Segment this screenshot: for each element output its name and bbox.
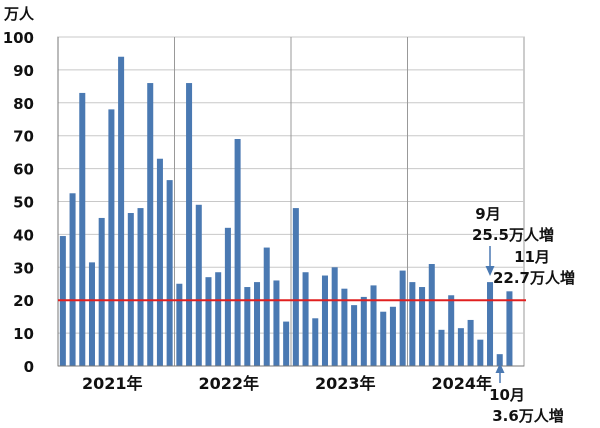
bar [380,311,387,366]
annotation-sep-value: 25.5万人増 [472,226,554,244]
bar [79,92,86,367]
bar [321,275,328,366]
bars [59,56,513,367]
y-tick-label: 50 [13,194,34,212]
bar [176,283,183,366]
bar [360,296,367,366]
bar [341,288,348,366]
y-tick-label: 80 [13,95,34,113]
bar [370,285,377,366]
annotation-nov-value: 22.7万人増 [493,269,575,287]
y-tick-label: 20 [13,292,34,310]
bar [438,329,445,366]
bar [195,204,202,366]
bar [224,227,231,366]
bar [457,328,464,366]
bar [302,272,309,366]
bar [477,339,484,366]
y-tick-label: 100 [3,29,34,47]
bar [118,56,125,367]
bar [156,158,163,366]
bar [244,287,251,366]
x-tick-label: 2024年 [431,374,492,393]
annotation-oct-month: 10月 [489,386,525,404]
bar [137,208,144,366]
x-axis: 2021年 2022年 2023年 2024年 [58,365,524,393]
bar [409,282,416,366]
bar [215,272,222,366]
y-tick-label: 90 [13,62,34,80]
bar [448,295,455,366]
y-unit-label: 万人 [3,5,35,23]
annotation-nov-month: 11月 [514,248,550,266]
bar [69,193,76,366]
y-tick-label: 60 [13,161,34,179]
bar [127,213,134,366]
annotation-oct-value: 3.6万人増 [492,407,564,425]
gridlines [57,36,525,367]
annotation-sep-arrow [485,246,495,276]
bar [263,247,270,366]
bar [487,282,494,366]
bar [98,217,105,366]
annotation-oct-arrow [495,363,505,383]
bar [273,280,280,366]
bar [147,83,154,366]
bar [312,318,319,366]
bar [351,305,358,366]
y-tick-label: 0 [24,358,34,376]
y-axis: 0 10 20 30 40 50 60 70 80 90 100 [3,29,59,376]
bar [186,83,193,366]
bar [428,264,435,366]
bar [283,321,290,366]
x-tick-label: 2022年 [198,374,259,393]
bar [331,267,338,366]
bar [399,270,406,366]
bar [254,282,261,366]
x-tick-label: 2023年 [315,374,376,393]
bar [166,180,173,366]
x-tick-label: 2021年 [82,374,143,393]
bar [389,306,396,366]
y-tick-label: 70 [13,128,34,146]
y-tick-label: 10 [13,325,34,343]
bar [88,262,95,366]
bar [205,277,212,366]
bar [506,291,513,366]
bar [234,138,241,366]
bar [419,287,426,366]
bar [292,208,299,366]
bar [496,354,503,366]
bar [467,319,474,366]
bar [108,109,115,366]
annotation-sep-month: 9月 [475,205,500,223]
y-tick-label: 40 [13,226,34,244]
y-tick-label: 30 [13,259,34,277]
